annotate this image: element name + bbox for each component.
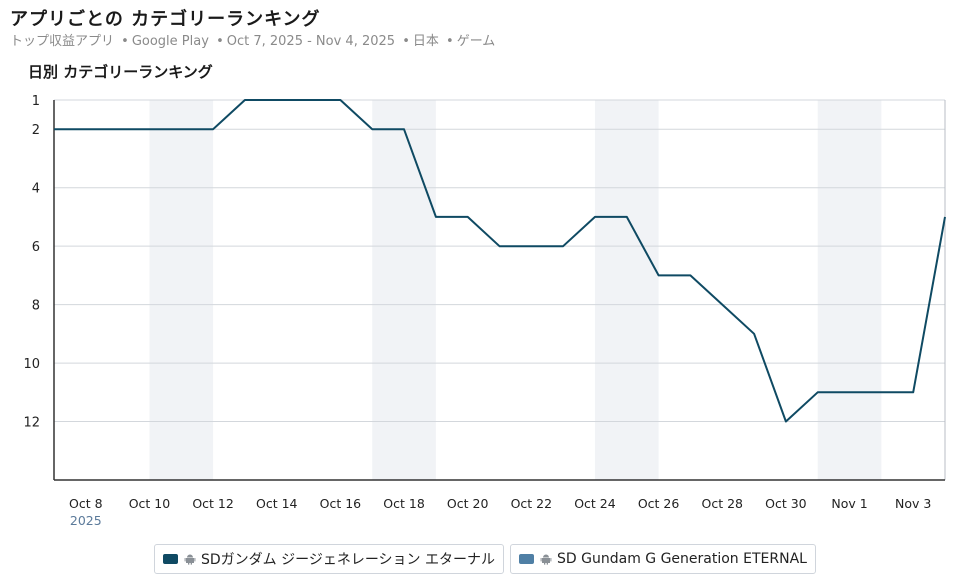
y-tick-label: 10 [23, 357, 40, 372]
x-tick-label: Nov 1 [831, 496, 867, 511]
weekend-band [594, 100, 659, 480]
chart-title: 日別 カテゴリーランキング [28, 63, 213, 81]
x-tick-label: Nov 3 [895, 496, 931, 511]
x-tick-label: Oct 10 [129, 496, 171, 511]
y-tick-label: 12 [23, 416, 40, 431]
weekend-band [149, 100, 214, 480]
subtitle-separator: • [402, 34, 410, 49]
legend-label: SDガンダム ジージェネレーション エターナル [201, 552, 496, 568]
report-subtitle: トップ収益アプリ • Google Play • Oct 7, 2025 - Nov… [10, 30, 495, 49]
x-tick-label: Oct 20 [447, 496, 489, 511]
subtitle-category: トップ収益アプリ [10, 34, 115, 49]
weekend-band [817, 100, 882, 480]
legend-item-series-1[interactable]: SDガンダム ジージェネレーション エターナル [154, 544, 505, 574]
y-tick-label: 1 [32, 94, 40, 109]
page-title: アプリごとの カテゴリーランキング [10, 9, 321, 30]
subtitle-store: Google Play [131, 34, 209, 49]
subtitle-date-range: Oct 7, 2025 - Nov 4, 2025 [226, 34, 396, 49]
series-line-1 [54, 99, 946, 423]
x-tick-label: Oct 16 [320, 496, 362, 511]
android-icon [184, 553, 196, 565]
y-tick-label: 2 [32, 123, 40, 138]
android-icon [540, 553, 552, 565]
x-tick-label: Oct 30 [765, 496, 807, 511]
x-tick-label: Oct 12 [192, 496, 234, 511]
y-tick-label: 8 [32, 299, 40, 314]
subtitle-separator: • [121, 34, 129, 49]
weekend-band [372, 100, 436, 480]
legend-swatch [163, 554, 178, 564]
legend-item-series-2[interactable]: SD Gundam G Generation ETERNAL [510, 544, 816, 574]
legend-swatch [519, 554, 535, 564]
x-tick-label: Oct 8 [69, 496, 103, 511]
legend-label: SD Gundam G Generation ETERNAL [557, 551, 807, 567]
x-tick-label: Oct 18 [383, 496, 425, 511]
subtitle-genre: ゲーム [456, 34, 496, 49]
x-tick-label: Oct 24 [574, 496, 616, 511]
x-tick-label: Oct 14 [256, 496, 298, 511]
y-tick-label: 4 [32, 182, 40, 197]
x-tick-year-label: 2025 [70, 513, 102, 528]
x-tick-label: Oct 22 [511, 496, 553, 511]
chart-legend: SDガンダム ジージェネレーション エターナル SD Gundam G Gene… [154, 544, 816, 574]
x-tick-label: Oct 26 [638, 496, 680, 511]
subtitle-separator: • [446, 34, 454, 49]
y-tick-label: 6 [32, 240, 40, 255]
subtitle-country: 日本 [412, 34, 439, 49]
subtitle-separator: • [216, 34, 224, 49]
x-tick-label: Oct 28 [702, 496, 744, 511]
